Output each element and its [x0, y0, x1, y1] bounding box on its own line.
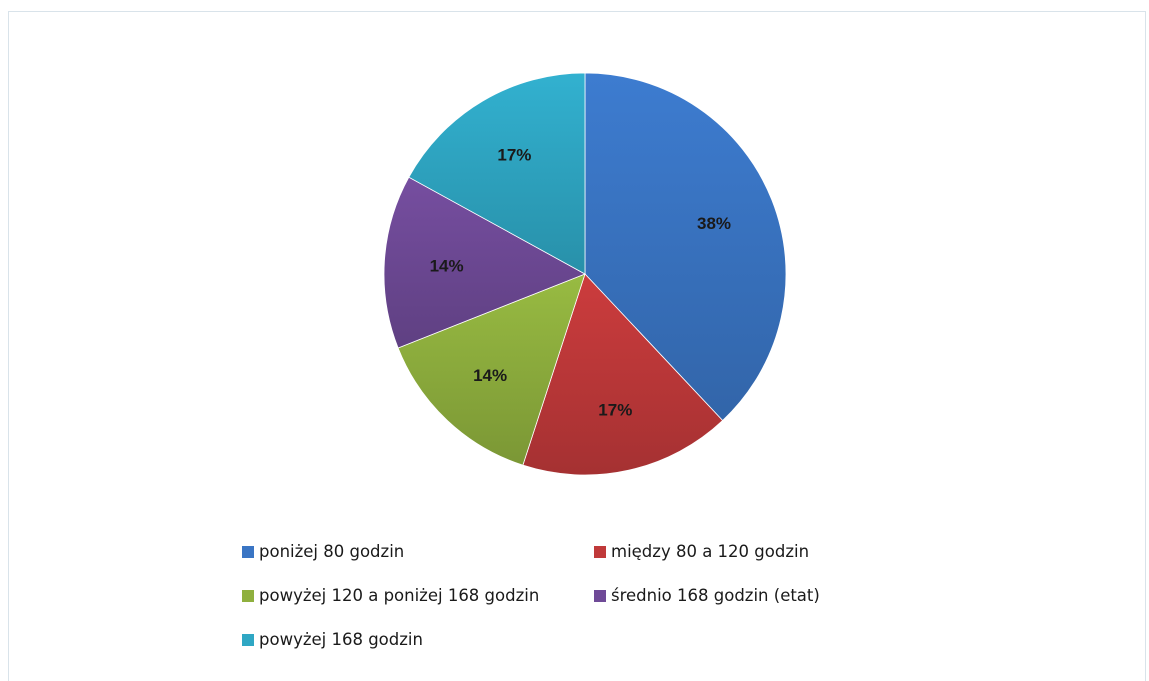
- pie-slice-5: [408, 72, 586, 275]
- legend-item: powyżej 168 godzin: [242, 630, 423, 649]
- legend-swatch: [594, 545, 606, 558]
- legend-item: średnio 168 godzin (etat): [594, 586, 820, 605]
- pie-slice-1: [584, 72, 787, 422]
- pie-data-label-3: 14%: [473, 366, 507, 385]
- pie-data-label-1: 38%: [697, 214, 731, 233]
- legend-swatch: [594, 589, 606, 602]
- legend-swatch: [242, 545, 254, 558]
- legend-item: powyżej 120 a poniżej 168 godzin: [242, 586, 539, 605]
- pie-slice-2: [522, 273, 724, 476]
- pie-slice-4: [383, 176, 586, 349]
- pie-data-labels: 38% 17% 14% 14% 17%: [430, 146, 731, 420]
- pie-data-label-4: 14%: [430, 256, 464, 275]
- legend-item: poniżej 80 godzin: [242, 542, 404, 561]
- legend-label: powyżej 120 a poniżej 168 godzin: [259, 586, 540, 605]
- legend-swatch: [242, 633, 254, 646]
- pie-data-label-5: 17%: [497, 146, 531, 165]
- pie-data-label-2: 17%: [598, 400, 632, 419]
- pie-slices: [383, 72, 787, 476]
- legend-label: poniżej 80 godzin: [259, 542, 405, 561]
- legend-label: między 80 a 120 godzin: [611, 542, 810, 561]
- legend-item: między 80 a 120 godzin: [594, 542, 809, 561]
- pie-slice-3: [397, 273, 586, 466]
- legend-label: powyżej 168 godzin: [259, 630, 423, 649]
- legend-label: średnio 168 godzin (etat): [611, 586, 820, 605]
- legend-swatch: [242, 589, 254, 602]
